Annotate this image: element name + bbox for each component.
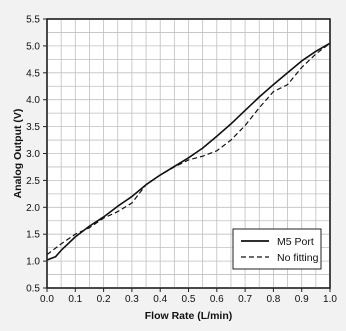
legend-box (232, 228, 322, 270)
axis-ticks: 0.0 0.1 0.2 0.3 0.4 0.5 0.6 0.7 0.8 0.9 1.0 0.5 1.0 1… (26, 15, 337, 306)
y-tick-label: 4.5 (26, 68, 40, 79)
series-layer (46, 42, 331, 261)
x-tick-label: 0.4 (153, 294, 167, 305)
grid (47, 19, 330, 288)
legend-label-m5-port: M5 Port (277, 236, 314, 248)
y-tick-label: 2.5 (26, 176, 40, 187)
y-tick-label: 5.5 (26, 15, 40, 26)
x-tick-label: 0.0 (40, 294, 54, 305)
x-tick-label: 0.2 (97, 294, 111, 305)
x-tick-label: 0.1 (68, 294, 82, 305)
x-tick-label: 0.8 (266, 294, 280, 305)
series-line-no-fitting (46, 42, 331, 256)
x-tick-label: 0.5 (182, 294, 196, 305)
x-tick-label: 0.6 (210, 294, 224, 305)
y-tick-label: 1.5 (26, 230, 40, 241)
legend: M5 Port No fitting (232, 228, 322, 270)
y-tick-label: 2.0 (26, 203, 40, 214)
x-axis-label: Flow Rate (L/min) (145, 310, 233, 322)
x-tick-label: 0.7 (238, 294, 252, 305)
y-tick-label: 0.5 (26, 284, 40, 295)
y-tick-label: 5.0 (26, 41, 40, 52)
x-tick-label: 1.0 (323, 294, 337, 305)
y-tick-label: 1.0 (26, 257, 40, 268)
x-tick-label: 0.3 (125, 294, 139, 305)
legend-label-no-fitting: No fitting (277, 252, 319, 264)
y-tick-label: 4.0 (26, 95, 40, 106)
y-tick-label: 3.0 (26, 149, 40, 160)
y-axis-label: Analog Output (V) (12, 109, 24, 199)
y-tick-label: 3.5 (26, 122, 40, 133)
x-tick-label: 0.9 (295, 294, 309, 305)
